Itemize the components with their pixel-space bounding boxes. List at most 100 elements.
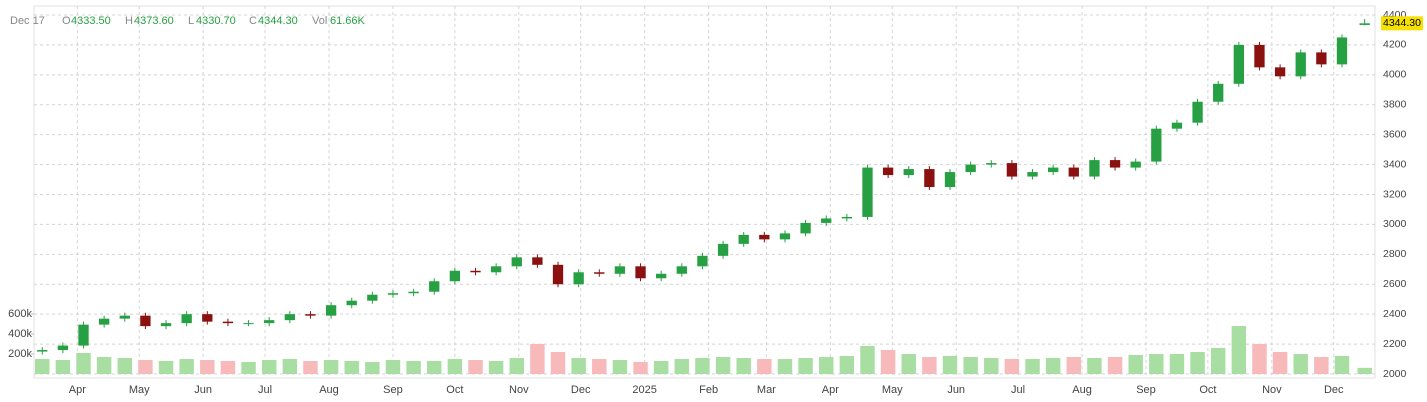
- candle-body: [305, 314, 316, 316]
- volume-bar: [1087, 358, 1102, 374]
- header-value: 4344.30: [258, 15, 298, 27]
- candle-body: [1192, 101, 1203, 123]
- header-key: Vol: [312, 15, 327, 27]
- volume-bar: [220, 361, 236, 374]
- x-tick-label: Sep: [383, 384, 403, 396]
- volume-bar: [117, 358, 132, 374]
- candle-body: [986, 163, 997, 165]
- y-tick-label: 2600: [1383, 278, 1407, 290]
- candle-body: [821, 218, 832, 223]
- candle-body: [614, 266, 626, 274]
- volume-bar: [942, 356, 958, 374]
- header-value: 4330.70: [196, 15, 236, 27]
- candle-body: [98, 318, 110, 325]
- candle-body: [1068, 167, 1079, 177]
- volume-bar: [261, 360, 277, 374]
- volume-bar: [1169, 354, 1185, 374]
- candle-body: [1359, 23, 1370, 25]
- x-tick-label: Feb: [699, 384, 718, 396]
- candle-body: [903, 169, 914, 176]
- x-tick-label: 2025: [632, 384, 656, 396]
- volume-bar: [1231, 326, 1247, 374]
- candle-body: [78, 324, 89, 346]
- candle-body: [57, 345, 69, 351]
- x-tick-label: Dec: [571, 384, 591, 396]
- candle-body: [1089, 160, 1100, 177]
- x-tick-label: Oct: [446, 384, 463, 396]
- candle-body: [1130, 161, 1141, 168]
- candle-body: [573, 272, 584, 285]
- volume-bar: [385, 360, 401, 374]
- volume-bar: [922, 357, 937, 374]
- y-tick-label: 4200: [1383, 39, 1407, 51]
- volume-bar: [674, 359, 690, 374]
- x-tick-label: Mar: [757, 384, 776, 396]
- candle-body: [119, 315, 130, 319]
- candle-body: [965, 164, 976, 173]
- candle-body: [1233, 44, 1244, 84]
- volume-tick-label: 200k: [8, 348, 32, 360]
- volume-bar: [1272, 352, 1288, 374]
- header-key: H: [125, 15, 133, 27]
- y-tick-label: 3200: [1383, 188, 1407, 200]
- candle-body: [1213, 83, 1224, 102]
- candle-body: [738, 234, 749, 244]
- y-tick-label: 2400: [1383, 308, 1407, 320]
- candle-body: [1254, 44, 1265, 68]
- volume-bar: [1293, 354, 1308, 374]
- volume-bar: [1252, 344, 1267, 374]
- volume-bar: [303, 361, 318, 374]
- volume-bar: [757, 359, 772, 374]
- candle-body: [1274, 67, 1286, 77]
- volume-bar: [427, 361, 442, 374]
- x-tick-label: Oct: [1199, 384, 1216, 396]
- volume-tick-label: 600k: [8, 308, 32, 320]
- x-tick-label: Aug: [319, 384, 339, 396]
- x-tick-label: May: [129, 384, 150, 396]
- volume-bar: [612, 360, 628, 374]
- volume-bar: [736, 358, 751, 374]
- volume-bar: [1190, 352, 1205, 374]
- price-label: 4344.30: [1383, 17, 1421, 29]
- y-tick-label: 3600: [1383, 128, 1407, 140]
- volume-bar: [1066, 357, 1082, 374]
- candle-body: [181, 314, 192, 324]
- x-tick-label: Jul: [258, 384, 272, 396]
- header-value: 4333.50: [71, 15, 111, 27]
- candle-body: [532, 257, 543, 265]
- candle-body: [1336, 37, 1348, 65]
- candle-body: [1006, 163, 1018, 177]
- volume-bar: [530, 344, 545, 374]
- volume-bar: [571, 358, 586, 374]
- volume-bar: [1357, 367, 1372, 374]
- candle-body: [944, 172, 956, 188]
- volume-bar: [715, 357, 731, 374]
- volume-bar: [138, 360, 153, 374]
- candle-body: [1316, 52, 1327, 65]
- y-tick-label: 4000: [1383, 69, 1407, 81]
- y-tick-label: 2200: [1383, 338, 1407, 350]
- candle-body: [37, 350, 48, 352]
- header-key: O: [62, 15, 71, 27]
- candle-body: [160, 323, 172, 327]
- candle-body: [717, 243, 729, 256]
- candle-body: [676, 266, 687, 274]
- price-label-box: [1381, 16, 1423, 31]
- volume-bar: [406, 361, 421, 374]
- candle-body: [346, 300, 357, 306]
- volume-bar: [653, 361, 669, 374]
- volume-bar: [158, 361, 174, 374]
- candle-body: [1295, 52, 1306, 77]
- candle-body: [924, 169, 935, 188]
- candle-body: [449, 270, 461, 282]
- volume-bar: [55, 360, 71, 374]
- x-tick-label: Jun: [194, 384, 212, 396]
- candle-body: [862, 167, 873, 217]
- y-tick-label: 2800: [1383, 248, 1407, 260]
- x-tick-label: Jun: [947, 384, 965, 396]
- volume-bar: [901, 354, 916, 374]
- x-tick-label: Jul: [1011, 384, 1025, 396]
- candle-body: [222, 321, 234, 324]
- candle-body: [841, 216, 853, 219]
